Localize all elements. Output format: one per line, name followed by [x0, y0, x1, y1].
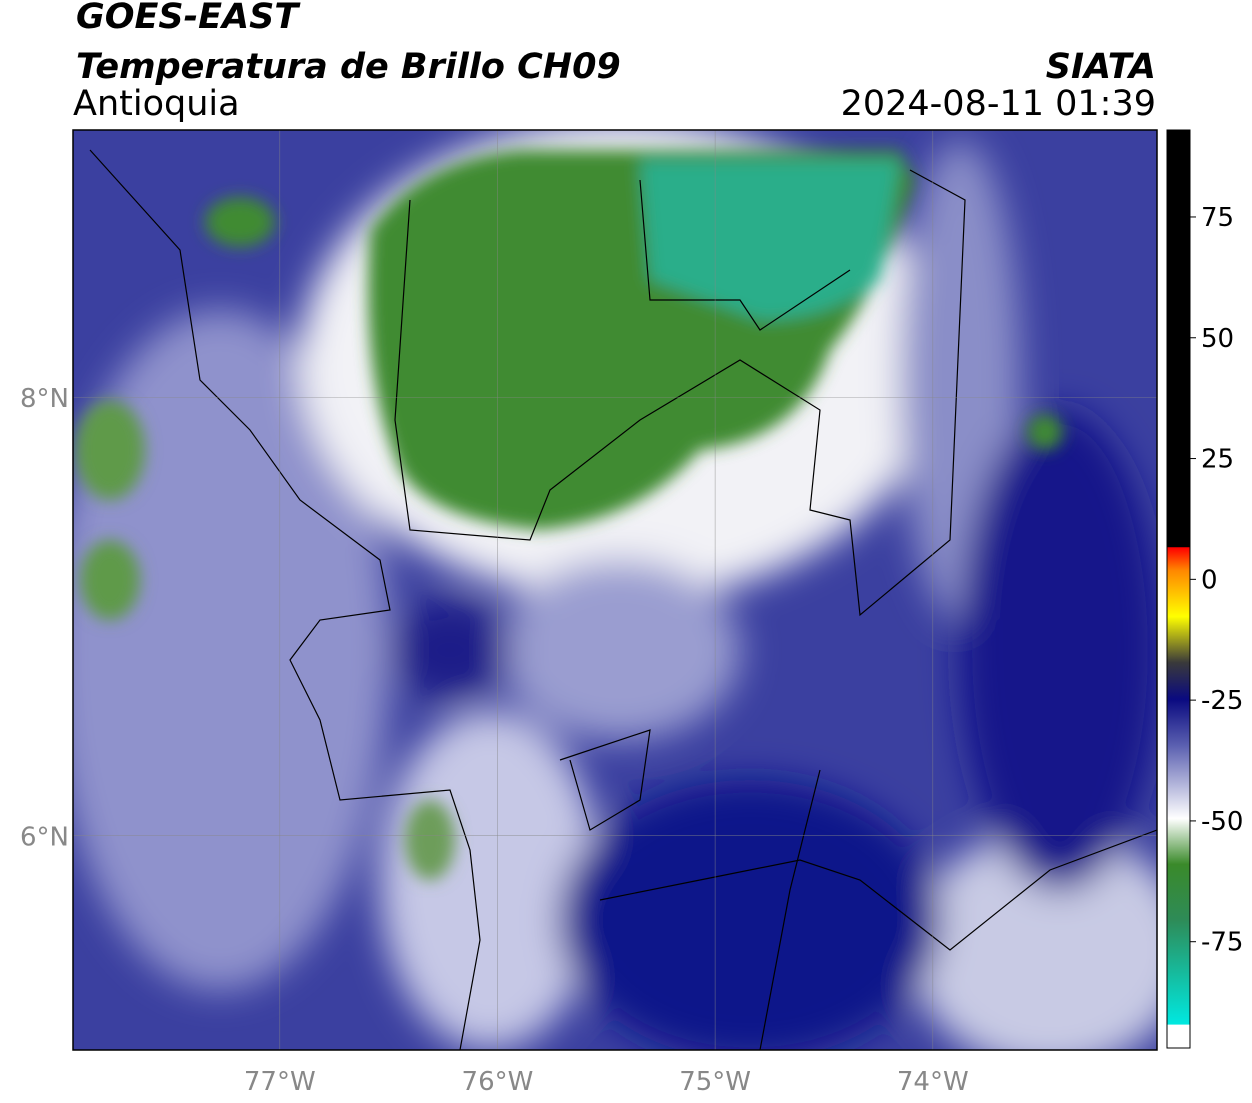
source: SIATA — [1046, 47, 1156, 87]
grid — [73, 130, 1157, 1050]
x-tick-label: 77°W — [244, 1067, 316, 1097]
colorbar-tick-label: 50 — [1201, 324, 1234, 354]
map-frame — [72, 129, 1158, 1051]
subtitle: Temperatura de Brillo CH09 — [76, 47, 621, 87]
y-tick-label: 8°N — [20, 384, 69, 414]
colorbar — [1166, 129, 1191, 1049]
x-tick-label: 74°W — [897, 1067, 969, 1097]
region: Antioquia — [73, 84, 240, 124]
title: GOES-EAST — [76, 0, 301, 37]
satellite-image — [73, 130, 1157, 1050]
y-tick-label: 6°N — [20, 822, 69, 852]
x-tick-label: 75°W — [679, 1067, 751, 1097]
colorbar-tick-label: 75 — [1201, 203, 1234, 233]
colorbar-tick-label: -25 — [1201, 686, 1243, 716]
colorbar-tick-label: -75 — [1201, 928, 1243, 958]
colorbar-tick-label: 0 — [1201, 565, 1218, 595]
datetime: 2024-08-11 01:39 — [841, 84, 1156, 124]
colorbar-tick-label: -50 — [1201, 807, 1243, 837]
x-tick-label: 76°W — [462, 1067, 534, 1097]
colorbar-ticks: 75 50 25 0 -25 -50 -75 — [1190, 203, 1243, 958]
colorbar-tick-label: 25 — [1201, 445, 1234, 475]
